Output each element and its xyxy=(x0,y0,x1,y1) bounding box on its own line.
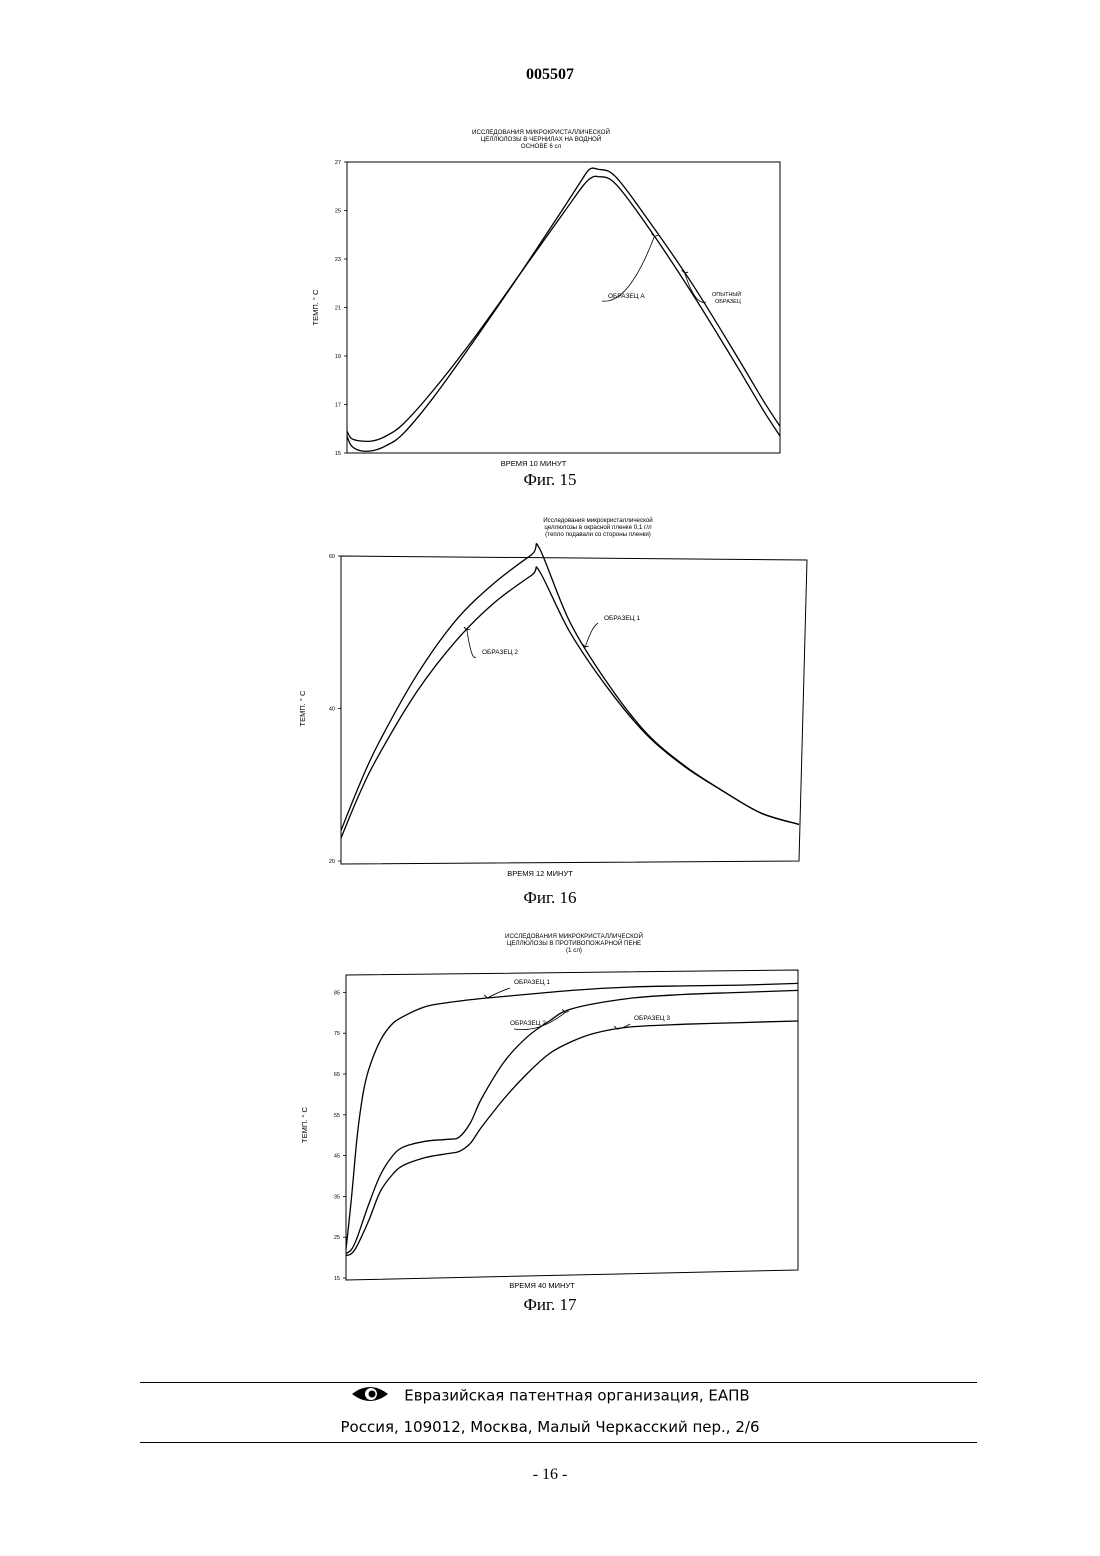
document-number: 005507 xyxy=(0,66,1100,84)
series-line-2 xyxy=(341,567,799,838)
annotation-label: ОБРАЗЕЦ 1 xyxy=(514,979,550,986)
y-tick-label: 23 xyxy=(335,257,341,263)
chart-17-title-line: (1 сл) xyxy=(566,947,582,954)
page-number: - 16 - xyxy=(0,1466,1100,1484)
chart-17-frame xyxy=(346,970,798,1280)
y-tick-label: 19 xyxy=(335,354,341,360)
y-axis-label: ТЕМП. ° С xyxy=(311,289,320,325)
y-tick-label: 21 xyxy=(335,306,341,312)
footer-organization-text: Евразийская патентная организация, ЕАПВ xyxy=(404,1387,749,1405)
y-axis-label: ТЕМП. ° С xyxy=(300,1106,309,1142)
x-axis-label: ВРЕМЯ 40 МИНУТ xyxy=(509,1281,575,1290)
series-line-2 xyxy=(346,990,798,1253)
annotation-arrowhead xyxy=(651,233,658,236)
y-tick-label: 40 xyxy=(329,707,335,713)
annotation-arrow xyxy=(514,1012,565,1029)
y-tick-label: 15 xyxy=(335,451,341,457)
y-tick-label: 65 xyxy=(334,1072,340,1078)
annotation-label: ОБРАЗЕЦ 2 xyxy=(510,1020,546,1027)
chart-15-frame xyxy=(347,162,780,453)
annotation-label: ОБРАЗЕЦ 2 xyxy=(482,649,518,656)
annotation-arrow xyxy=(585,623,598,647)
annotation-label: ОБРАЗЕЦ xyxy=(715,299,741,305)
annotation-label: ОБРАЗЕЦ А xyxy=(608,293,645,300)
chart-16-frame xyxy=(341,556,807,864)
annotation-arrow xyxy=(602,236,654,301)
annotation-label: ОБРАЗЕЦ 3 xyxy=(634,1015,670,1022)
annotation-arrow xyxy=(487,988,510,998)
figure-caption-16: Фиг. 16 xyxy=(0,888,1100,908)
y-tick-label: 45 xyxy=(334,1154,340,1160)
chart-16-title-line: Исследования микрокристаллической xyxy=(543,517,653,524)
series-line-3 xyxy=(346,1021,798,1256)
series-line-2 xyxy=(347,168,780,451)
annotation-arrowhead xyxy=(464,627,471,630)
chart-17-title-line: ИССЛЕДОВАНИЯ МИКРОКРИСТАЛЛИЧЕСКОЙ xyxy=(505,932,643,940)
x-axis-label: ВРЕМЯ 12 МИНУТ xyxy=(507,869,573,878)
y-tick-label: 20 xyxy=(329,859,335,865)
y-tick-label: 15 xyxy=(334,1276,340,1282)
chart-16-title-line: (тепло подавали со стороны пленки) xyxy=(545,531,651,538)
chart-15-title-line: ОСНОВЕ 6 сл xyxy=(521,143,562,150)
footer-address: Россия, 109012, Москва, Малый Черкасский… xyxy=(0,1418,1100,1436)
series-line-1 xyxy=(347,176,780,441)
annotation-arrow xyxy=(467,630,476,657)
y-tick-label: 25 xyxy=(335,209,341,215)
annotation-label: ОПЫТНЫЙ xyxy=(712,290,741,298)
y-tick-label: 35 xyxy=(334,1194,340,1200)
annotation-arrow xyxy=(685,273,706,302)
footer-organization: Евразийская патентная организация, ЕАПВ xyxy=(0,1384,1100,1408)
footer-top-rule xyxy=(140,1382,977,1383)
chart-15-title-line: ЦЕЛЛЮЛОЗЫ В ЧЕРНИЛАХ НА ВОДНОЙ xyxy=(481,135,602,143)
figure-caption-17: Фиг. 17 xyxy=(0,1295,1100,1315)
y-tick-label: 60 xyxy=(329,554,335,560)
series-line-1 xyxy=(341,544,799,831)
annotation-arrowhead xyxy=(582,644,589,647)
eye-logo-icon xyxy=(350,1384,390,1408)
figure-caption-15: Фиг. 15 xyxy=(0,470,1100,490)
footer-bottom-rule xyxy=(140,1442,977,1443)
y-tick-label: 55 xyxy=(334,1113,340,1119)
series-line-1 xyxy=(346,983,798,1249)
annotation-arrowhead xyxy=(614,1026,621,1029)
chart-17-title-line: ЦЕЛЛЮЛОЗЫ В ПРОТИВОПОЖАРНОЙ ПЕНЕ xyxy=(507,939,641,947)
y-tick-label: 75 xyxy=(334,1031,340,1037)
annotation-arrowhead xyxy=(682,270,689,273)
y-tick-label: 85 xyxy=(334,990,340,996)
annotation-label: ОБРАЗЕЦ 1 xyxy=(604,615,640,622)
annotation-arrow xyxy=(617,1024,630,1029)
annotation-arrowhead xyxy=(484,995,491,998)
y-tick-label: 17 xyxy=(335,403,341,409)
chart-15-title-line: ИССЛЕДОВАНИЯ МИКРОКРИСТАЛЛИЧЕСКОЙ xyxy=(472,128,610,136)
x-axis-label: ВРЕМЯ 10 МИНУТ xyxy=(501,459,567,468)
annotation-arrowhead xyxy=(562,1009,569,1012)
chart-16-title-line: целлюлозы в окрасной пленке 0,1 г/л xyxy=(544,524,652,531)
y-axis-label: ТЕМП. ° С xyxy=(298,690,307,726)
y-tick-label: 27 xyxy=(335,160,341,166)
y-tick-label: 25 xyxy=(334,1235,340,1241)
